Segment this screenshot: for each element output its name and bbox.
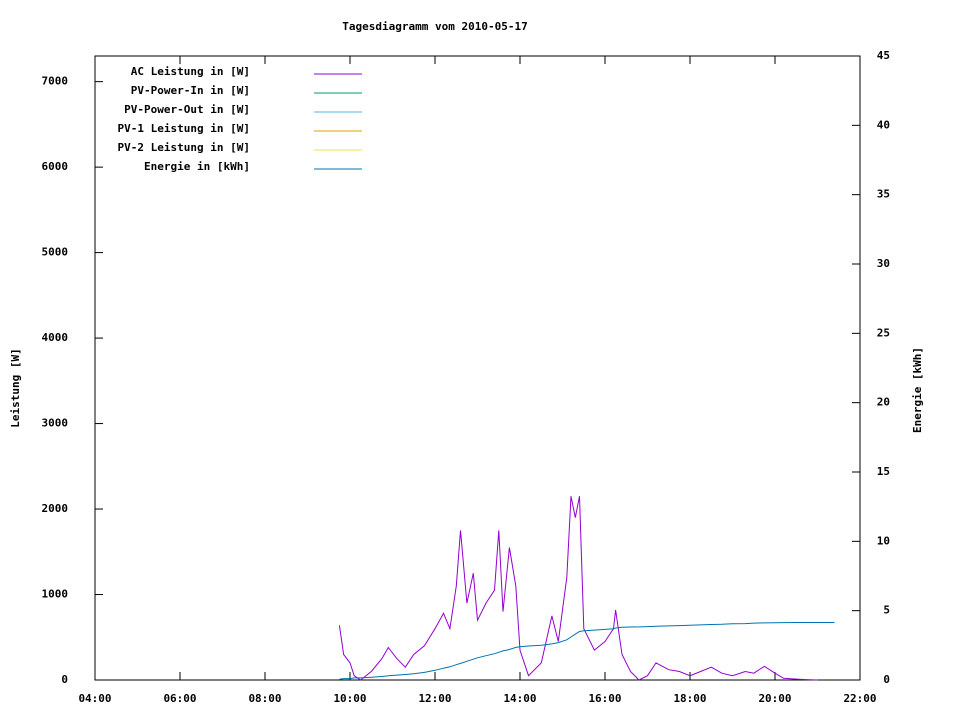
y-tick-label: 3000 bbox=[42, 417, 69, 430]
y-tick-label: 6000 bbox=[42, 160, 69, 173]
y2-axis-label: Energie [kWh] bbox=[911, 347, 924, 433]
y-tick-label: 0 bbox=[61, 673, 68, 686]
legend-label: PV-2 Leistung in [W] bbox=[118, 141, 250, 154]
y-tick-label: 4000 bbox=[42, 331, 69, 344]
y2-tick-label: 20 bbox=[877, 396, 890, 409]
y2-tick-label: 15 bbox=[877, 465, 890, 478]
x-tick-label: 16:00 bbox=[588, 692, 621, 705]
legend-label: PV-1 Leistung in [W] bbox=[118, 122, 250, 135]
x-tick-label: 20:00 bbox=[758, 692, 791, 705]
y2-tick-label: 35 bbox=[877, 188, 890, 201]
x-tick-label: 18:00 bbox=[673, 692, 706, 705]
y-tick-label: 7000 bbox=[42, 75, 69, 88]
legend-label: AC Leistung in [W] bbox=[131, 65, 250, 78]
legend-label: Energie in [kWh] bbox=[144, 160, 250, 173]
y2-tick-label: 5 bbox=[883, 604, 890, 617]
x-tick-label: 04:00 bbox=[78, 692, 111, 705]
x-tick-label: 12:00 bbox=[418, 692, 451, 705]
y2-tick-label: 0 bbox=[883, 673, 890, 686]
y-tick-label: 5000 bbox=[42, 246, 69, 259]
chart-title: Tagesdiagramm vom 2010-05-17 bbox=[342, 20, 527, 33]
y-axis-label: Leistung [W] bbox=[9, 348, 22, 427]
y2-tick-label: 25 bbox=[877, 326, 890, 339]
y2-tick-label: 40 bbox=[877, 118, 890, 131]
legend-label: PV-Power-Out in [W] bbox=[124, 103, 250, 116]
y-tick-label: 2000 bbox=[42, 502, 69, 515]
series-line bbox=[339, 622, 835, 680]
y2-tick-label: 45 bbox=[877, 49, 890, 62]
x-tick-label: 10:00 bbox=[333, 692, 366, 705]
y2-tick-label: 30 bbox=[877, 257, 890, 270]
legend-label: PV-Power-In in [W] bbox=[131, 84, 250, 97]
x-tick-label: 22:00 bbox=[843, 692, 876, 705]
x-tick-label: 14:00 bbox=[503, 692, 536, 705]
y-tick-label: 1000 bbox=[42, 588, 69, 601]
plot-frame bbox=[94, 55, 861, 681]
y2-tick-label: 10 bbox=[877, 534, 890, 547]
x-tick-label: 08:00 bbox=[248, 692, 281, 705]
series-line bbox=[338, 496, 818, 681]
x-tick-label: 06:00 bbox=[163, 692, 196, 705]
